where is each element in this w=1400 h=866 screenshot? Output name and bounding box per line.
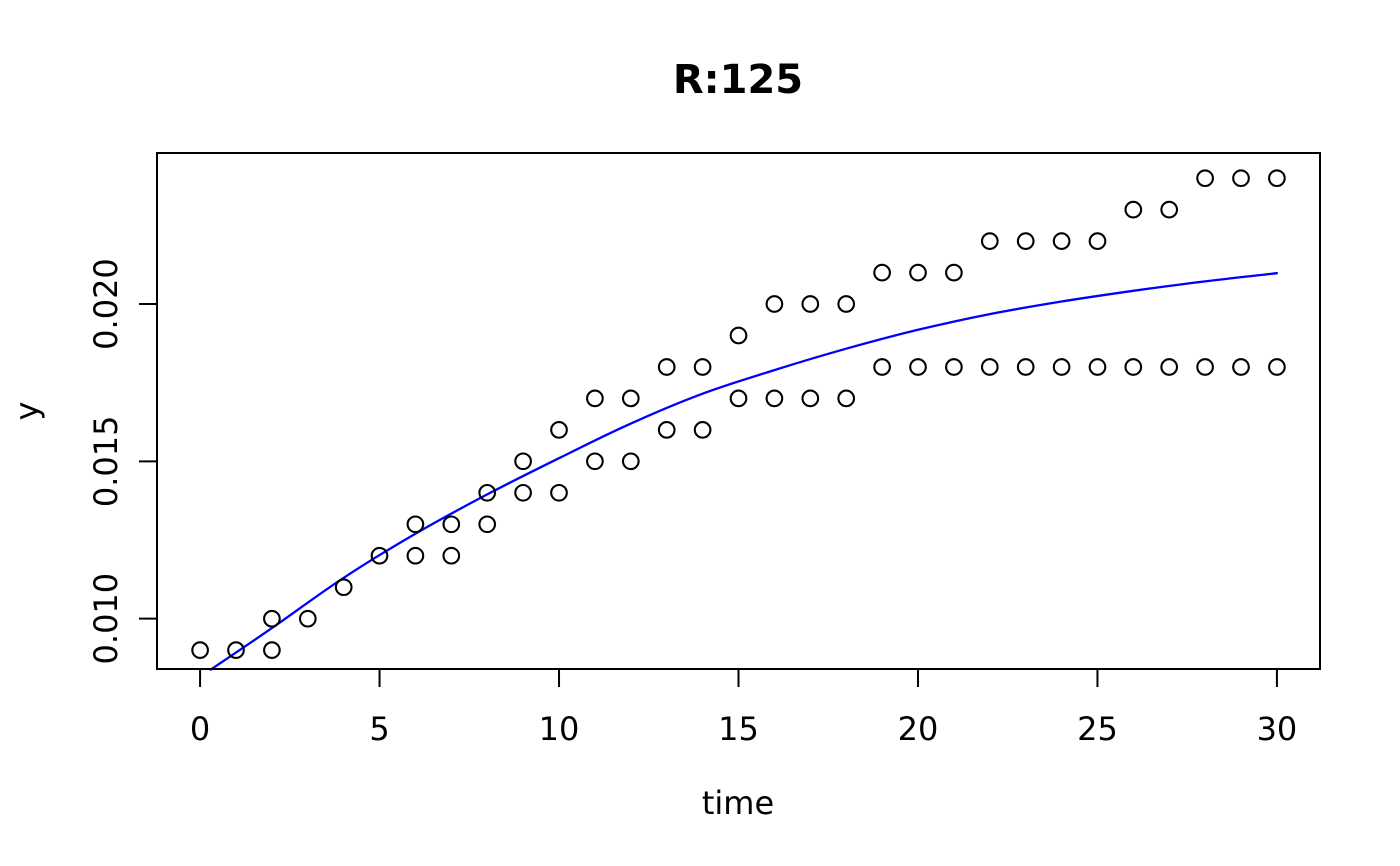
data-point (1196, 358, 1214, 376)
x-tick-label: 5 (369, 710, 389, 748)
data-point (837, 295, 856, 313)
data-point (1052, 358, 1071, 376)
data-point (1124, 200, 1143, 219)
model-fit-line (209, 272, 1279, 671)
data-point (1160, 200, 1179, 219)
data-point (801, 389, 820, 408)
data-point (478, 515, 497, 534)
data-point (693, 421, 712, 439)
x-tick-label: 15 (718, 710, 759, 748)
data-point (1268, 169, 1286, 188)
data-point (1232, 169, 1250, 188)
x-tick-label: 0 (190, 710, 210, 748)
data-point (909, 263, 927, 282)
data-point (191, 641, 209, 659)
y-axis-title: y (8, 402, 46, 421)
data-point (1268, 358, 1286, 376)
y-tick-label: 0.020 (87, 258, 125, 350)
data-point (621, 389, 640, 408)
data-point (765, 389, 784, 408)
data-point (1052, 232, 1071, 250)
data-points-layer (191, 169, 1286, 659)
data-point (263, 641, 281, 659)
data-point (909, 358, 927, 376)
data-point (1160, 358, 1179, 376)
data-point (1016, 232, 1035, 250)
data-point (980, 232, 999, 250)
data-point (980, 358, 999, 376)
axis-ticks: 0 5 10 15 20 25 30 0.010 0.015 0.020 (87, 258, 1297, 748)
data-point (263, 609, 281, 628)
x-tick-label: 10 (539, 710, 580, 748)
plot-box (156, 152, 1321, 670)
data-point (1196, 169, 1214, 188)
data-point (227, 641, 245, 659)
data-point (1016, 358, 1035, 376)
data-point (657, 358, 676, 376)
data-point (586, 452, 604, 471)
data-point (406, 546, 425, 565)
data-point (442, 546, 461, 565)
data-point (1088, 232, 1107, 250)
data-point (442, 515, 461, 534)
x-tick-label: 25 (1077, 710, 1118, 748)
y-tick-label: 0.010 (87, 573, 125, 665)
data-point (729, 326, 748, 345)
data-point (801, 295, 820, 313)
data-point (550, 483, 568, 502)
x-tick-label: 30 (1257, 710, 1298, 748)
data-point (729, 389, 748, 408)
data-point (1088, 358, 1107, 376)
data-point (370, 546, 389, 565)
data-point (945, 263, 963, 282)
data-point (514, 452, 532, 471)
x-axis-title: time (702, 784, 774, 822)
fit-curve-layer (209, 272, 1279, 671)
data-point (945, 358, 963, 376)
x-tick-label: 20 (898, 710, 939, 748)
data-point (298, 609, 317, 628)
chart-title: R:125 (673, 57, 803, 103)
data-point (621, 452, 640, 471)
data-point (586, 389, 604, 408)
data-point (334, 578, 353, 597)
data-point (478, 483, 497, 502)
data-point (837, 389, 856, 408)
data-point (657, 421, 676, 439)
data-point (406, 515, 425, 534)
data-point (765, 295, 784, 313)
data-point (1232, 358, 1250, 376)
data-point (1124, 358, 1143, 376)
data-point (550, 421, 568, 439)
data-point (693, 358, 712, 376)
data-point (514, 483, 532, 502)
y-tick-label: 0.015 (87, 416, 125, 508)
data-point (873, 358, 891, 376)
data-point (873, 263, 891, 282)
